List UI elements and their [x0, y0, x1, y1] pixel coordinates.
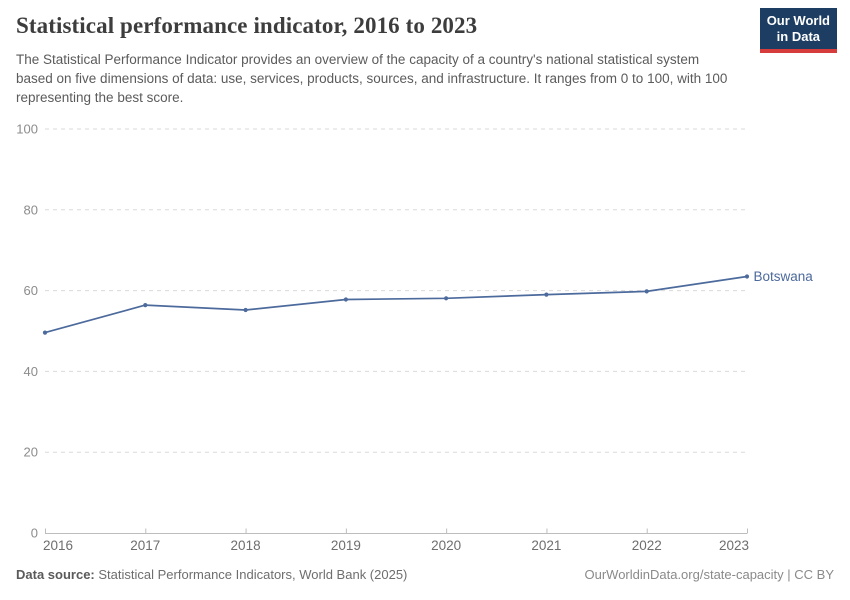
x-tick-label-2017: 2017: [130, 538, 160, 553]
data-point-2023[interactable]: [744, 274, 750, 279]
line-chart: 0 20 40 60 80 100 2016 2017 2018 2019 2020 2021 2022…: [16, 122, 814, 554]
data-point-2017[interactable]: [143, 303, 148, 308]
owid-logo-line1: Our World: [766, 13, 830, 28]
x-tick-label-2016: 2016: [43, 538, 73, 553]
x-tick-label-2021: 2021: [531, 538, 561, 553]
y-tick-label-60: 60: [24, 283, 38, 298]
data-point-2020[interactable]: [444, 296, 449, 301]
data-source: Data source: Statistical Performance Ind…: [16, 567, 407, 582]
y-tick-label-40: 40: [24, 364, 38, 379]
x-tick-label-2023: 2023: [719, 538, 749, 553]
data-point-2021[interactable]: [544, 292, 549, 297]
y-tick-label-80: 80: [24, 202, 38, 217]
data-point-2022[interactable]: [644, 289, 649, 294]
data-source-text: Statistical Performance Indicators, Worl…: [98, 567, 408, 582]
x-tick-label-2020: 2020: [431, 538, 461, 553]
data-point-2016[interactable]: [42, 330, 48, 335]
data-line-botswana[interactable]: [44, 275, 748, 334]
chart-footer: Data source: Statistical Performance Ind…: [16, 567, 834, 582]
data-point-2018[interactable]: [243, 307, 248, 313]
credit-link[interactable]: OurWorldinData.org/state-capacity | CC B…: [584, 567, 834, 582]
x-tick-label-2019: 2019: [331, 538, 361, 553]
y-tick-label-0: 0: [31, 526, 38, 541]
x-tick-label-2018: 2018: [231, 538, 261, 553]
series-end-label: Botswana: [754, 269, 814, 284]
chart-subtitle: The Statistical Performance Indicator pr…: [16, 52, 728, 106]
owid-logo-line2: in Data: [776, 28, 821, 44]
owid-logo[interactable]: Our World in Data: [759, 8, 837, 53]
y-tick-label-20: 20: [24, 445, 38, 460]
y-tick-label-100: 100: [16, 122, 38, 137]
page-title: Statistical performance indicator, 2016 …: [16, 13, 478, 38]
data-point-2019[interactable]: [343, 297, 348, 302]
data-source-label: Data source:: [16, 567, 95, 582]
x-tick-label-2022: 2022: [632, 538, 662, 553]
